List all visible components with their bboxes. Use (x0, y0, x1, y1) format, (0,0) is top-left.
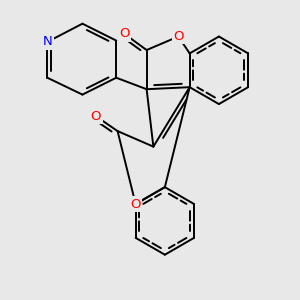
Text: N: N (42, 35, 52, 48)
Text: O: O (119, 27, 130, 40)
Text: O: O (173, 30, 184, 43)
Text: O: O (130, 197, 141, 211)
Text: O: O (91, 110, 101, 123)
